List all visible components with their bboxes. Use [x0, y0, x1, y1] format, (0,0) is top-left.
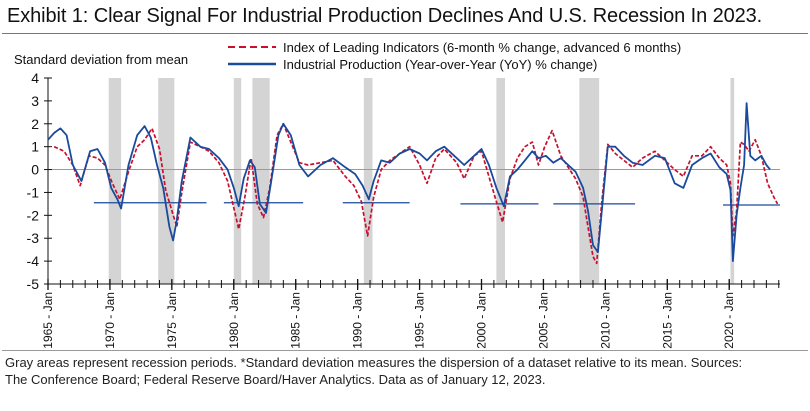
recession-bands: [108, 78, 735, 284]
y-tick-label: 0: [31, 162, 39, 178]
y-tick-label: 3: [31, 93, 39, 109]
y-tick-label: 2: [31, 116, 39, 132]
x-tick-label: 1970 - Jan: [103, 292, 117, 349]
y-axis-label: Standard deviation from mean: [14, 52, 188, 67]
y-tick-label: -4: [27, 253, 40, 269]
recession-band: [730, 78, 735, 284]
legend: Index of Leading Indicators (6-month % c…: [228, 40, 681, 72]
x-tick-label: 1975 - Jan: [165, 292, 179, 349]
x-tick-label: 1995 - Jan: [413, 292, 427, 349]
y-tick-label: 4: [31, 70, 39, 86]
y-tick-label: 1: [31, 139, 39, 155]
y-tick-label: -2: [27, 207, 40, 223]
x-tick-label: 1965 - Jan: [41, 292, 55, 349]
series-lines: [47, 102, 779, 265]
footnote-line-1: Gray areas represent recession periods. …: [5, 355, 743, 370]
recession-band: [233, 78, 242, 284]
x-tick-label: 2005 - Jan: [536, 292, 550, 349]
footnote: Gray areas represent recession periods. …: [5, 354, 805, 388]
footnote-divider: [2, 350, 808, 351]
footnote-line-2: The Conference Board; Federal Reserve Bo…: [5, 372, 546, 387]
legend-label: Industrial Production (Year-over-Year (Y…: [283, 57, 597, 72]
series-line-industrial-production: [47, 102, 771, 263]
recession-band: [496, 78, 506, 284]
x-tick-label: 2000 - Jan: [475, 292, 489, 349]
x-tick-label: 1980 - Jan: [227, 292, 241, 349]
page-title: Exhibit 1: Clear Signal For Industrial P…: [7, 5, 763, 27]
x-tick-label: 2015 - Jan: [660, 292, 674, 349]
threshold-lines: [93, 202, 780, 206]
y-tick-label: -3: [27, 230, 40, 246]
x-tick-label: 2020 - Jan: [722, 292, 736, 349]
y-tick-label: -5: [27, 276, 40, 292]
recession-band: [108, 78, 122, 284]
recession-band: [252, 78, 270, 284]
y-tick-label: -1: [27, 184, 40, 200]
legend-label: Index of Leading Indicators (6-month % c…: [283, 40, 681, 55]
recession-band: [579, 78, 600, 284]
title-divider: [2, 33, 808, 34]
x-tick-label: 1985 - Jan: [289, 292, 303, 349]
x-tick-label: 1990 - Jan: [351, 292, 365, 349]
recession-band: [363, 78, 373, 284]
x-tick-label: 2010 - Jan: [598, 292, 612, 349]
